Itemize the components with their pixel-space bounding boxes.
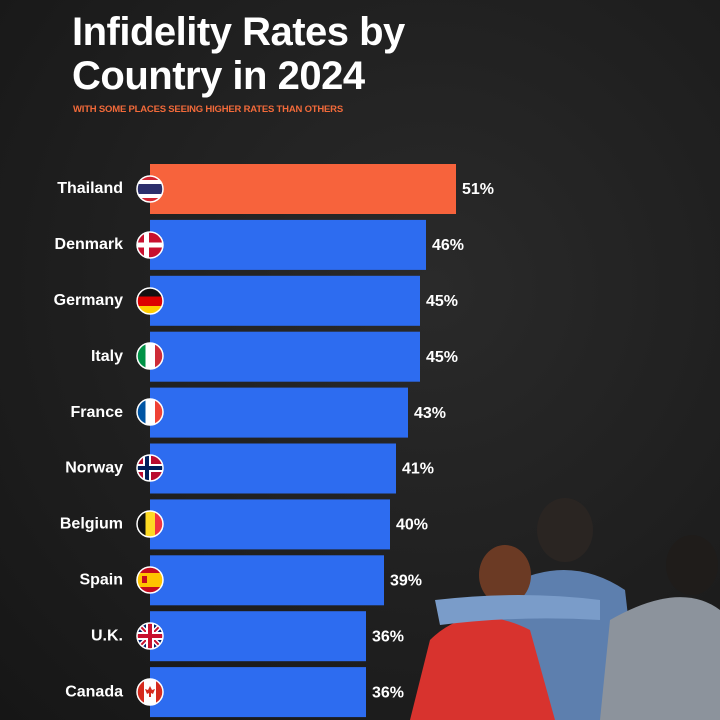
bar <box>150 611 366 662</box>
category-label: Germany <box>54 292 123 309</box>
bar <box>150 387 408 438</box>
value-label: 46% <box>432 237 464 254</box>
category-label: Thailand <box>57 180 123 197</box>
value-label: 41% <box>402 461 434 478</box>
flag-italy <box>137 343 163 369</box>
photo-people <box>410 498 720 720</box>
category-label: Spain <box>79 572 123 589</box>
category-label: France <box>71 404 124 421</box>
value-label: 45% <box>426 293 458 310</box>
flag-belgium <box>137 511 163 537</box>
bar <box>150 275 420 326</box>
category-label: Norway <box>65 460 123 477</box>
value-label: 39% <box>390 573 422 590</box>
value-label: 36% <box>372 628 404 645</box>
value-label: 51% <box>462 181 494 198</box>
flag-germany <box>137 288 163 314</box>
value-label: 45% <box>426 349 458 366</box>
category-label: Belgium <box>60 516 123 533</box>
bar <box>150 667 366 718</box>
category-label: Denmark <box>55 236 124 253</box>
bar <box>150 499 390 550</box>
bar <box>150 443 396 494</box>
category-label: Italy <box>91 348 123 365</box>
bar <box>150 331 420 382</box>
value-label: 43% <box>414 405 446 422</box>
bar <box>150 555 384 606</box>
bar <box>150 219 426 270</box>
flag-france <box>137 399 163 425</box>
value-label: 36% <box>372 684 404 701</box>
bar <box>150 164 456 214</box>
flags <box>136 175 164 706</box>
chart-title: Infidelity Rates by Country in 2024 <box>72 10 405 98</box>
value-label: 40% <box>396 517 428 534</box>
chart-subtitle: WITH SOME PLACES SEEING HIGHER RATES THA… <box>73 104 343 115</box>
category-label: Canada <box>65 683 123 700</box>
category-label: U.K. <box>91 627 123 644</box>
